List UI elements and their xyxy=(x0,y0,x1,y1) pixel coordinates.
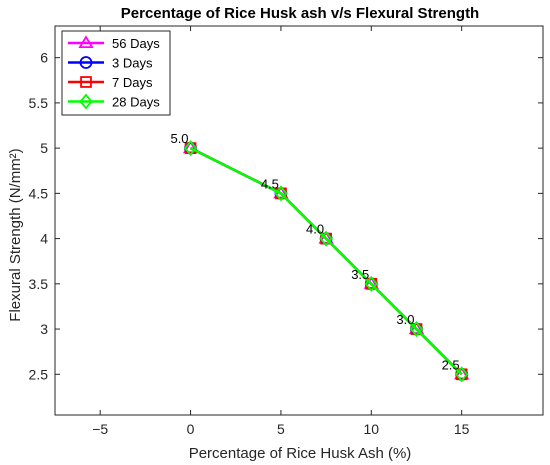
x-axis-title: Percentage of Rice Husk Ash (%) xyxy=(189,445,412,462)
legend-label-28-days: 28 Days xyxy=(112,95,160,110)
data-point-28-days xyxy=(319,230,333,247)
legend-marker-28-days xyxy=(79,93,93,110)
y-tick-label: 2.5 xyxy=(29,366,49,382)
y-tick-label: 6 xyxy=(40,50,48,66)
y-tick-label: 5 xyxy=(40,140,48,156)
y-tick-label: 5.5 xyxy=(29,95,49,111)
chart-title: Percentage of Rice Husk ash v/s Flexural… xyxy=(121,5,479,22)
legend-label-3-days: 3 Days xyxy=(112,56,153,71)
data-point-28-days xyxy=(409,321,424,338)
data-label: 2.5 xyxy=(442,357,460,372)
data-point-28-days xyxy=(454,366,469,383)
y-axis-title: Flexural Strength (N/mm²) xyxy=(7,148,24,321)
data-label: 4.0 xyxy=(306,222,324,237)
x-tick-label: 0 xyxy=(187,421,195,437)
data-point-28-days xyxy=(183,140,198,157)
data-point-28-days xyxy=(364,275,378,292)
x-tick-label: −5 xyxy=(92,421,108,437)
y-tick-label: 3 xyxy=(40,321,48,337)
y-tick-label: 4 xyxy=(40,231,48,247)
data-label: 5.0 xyxy=(170,131,188,146)
x-tick-label: 5 xyxy=(277,421,285,437)
series-28-days xyxy=(183,140,469,383)
legend-label-56-days: 56 Days xyxy=(112,36,160,51)
data-point-28-days xyxy=(274,185,288,202)
legend: 56 Days 3 Days 7 Days 28 Days xyxy=(61,30,171,116)
series-line-28-days xyxy=(189,147,463,376)
series-layer xyxy=(182,140,470,383)
legend-marker-7-days xyxy=(80,76,92,88)
data-label: 3.5 xyxy=(351,267,369,282)
data-label: 3.0 xyxy=(396,312,414,327)
plot-frame xyxy=(54,25,544,416)
legend-marker-3-days xyxy=(79,56,93,69)
x-tick-label: 10 xyxy=(364,421,380,437)
y-tick-label: 3.5 xyxy=(29,276,49,292)
data-label-layer: 5.0 4.5 4.0 3.5 3.0 2.5 xyxy=(170,131,459,372)
legend-marker-56-days xyxy=(78,35,94,49)
legend-label-7-days: 7 Days xyxy=(112,75,153,90)
data-label: 4.5 xyxy=(261,176,279,191)
y-tick-label: 4.5 xyxy=(29,185,49,201)
x-tick-label: 15 xyxy=(454,421,470,437)
